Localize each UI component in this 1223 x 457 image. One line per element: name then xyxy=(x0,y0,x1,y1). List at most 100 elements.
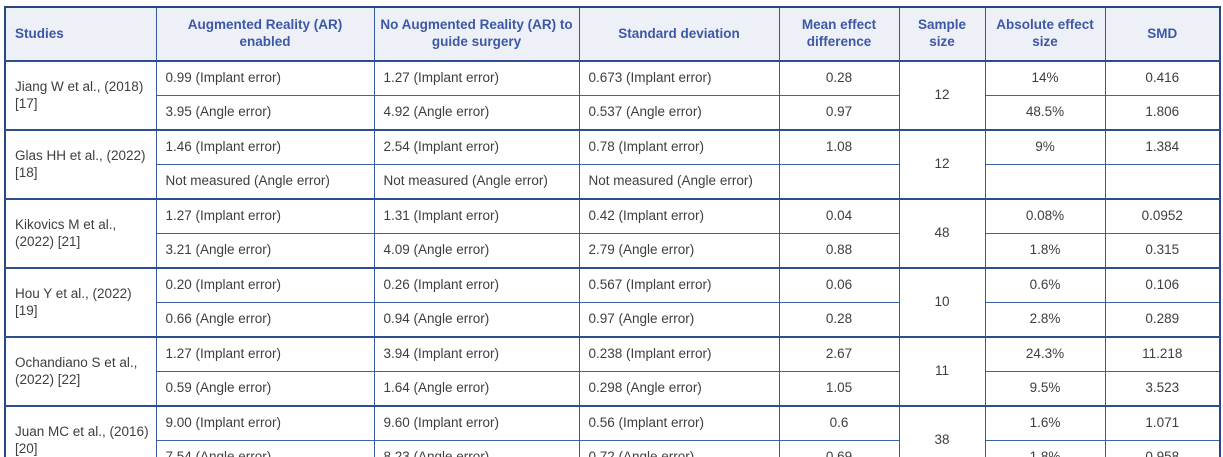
study-cell: Jiang W et al., (2018) [17] xyxy=(4,60,157,130)
sample-size-cell: 12 xyxy=(898,129,986,199)
standard-deviation-cell: 0.537 (Angle error) xyxy=(578,95,780,130)
table-row: 3.95 (Angle error) 4.92 (Angle error) 0.53… xyxy=(5,95,1221,130)
no-ar-value-cell: 9.60 (Implant error) xyxy=(373,405,580,441)
sample-size-cell: 10 xyxy=(898,267,986,337)
smd-cell: 1.384 xyxy=(1104,129,1221,165)
sample-size-cell: 38 xyxy=(898,405,986,457)
no-ar-value-cell: 2.54 (Implant error) xyxy=(373,129,580,165)
absolute-effect-size-cell: 2.8% xyxy=(984,302,1106,337)
mean-effect-difference-cell: 0.06 xyxy=(778,267,900,303)
ar-value-cell: 3.21 (Angle error) xyxy=(155,233,375,268)
ar-value-cell: 1.46 (Implant error) xyxy=(155,129,375,165)
no-ar-value-cell: 4.09 (Angle error) xyxy=(373,233,580,268)
ar-value-cell: 0.20 (Implant error) xyxy=(155,267,375,303)
ar-value-cell: Not measured (Angle error) xyxy=(155,164,375,199)
standard-deviation-cell: 2.79 (Angle error) xyxy=(578,233,780,268)
smd-cell: 1.806 xyxy=(1104,95,1221,130)
smd-cell: 11.218 xyxy=(1104,336,1221,372)
column-header-7: SMD xyxy=(1104,7,1221,62)
table-row: 7.54 (Angle error) 8.23 (Angle error) 0.72… xyxy=(5,440,1221,457)
absolute-effect-size-cell: 24.3% xyxy=(984,336,1106,372)
no-ar-value-cell: 0.94 (Angle error) xyxy=(373,302,580,337)
absolute-effect-size-cell: 1.8% xyxy=(984,233,1106,268)
table-row: Not measured (Angle error) Not measured (… xyxy=(5,164,1221,199)
standard-deviation-cell: 0.673 (Implant error) xyxy=(578,60,780,96)
mean-effect-difference-cell: 0.04 xyxy=(778,198,900,234)
column-header-6: Absolute effect size xyxy=(984,7,1106,62)
ar-value-cell: 0.99 (Implant error) xyxy=(155,60,375,96)
ar-value-cell: 0.66 (Angle error) xyxy=(155,302,375,337)
smd-cell: 0.416 xyxy=(1104,60,1221,96)
column-header-0: Studies xyxy=(4,7,157,62)
study-cell: Ochandiano S et al., (2022) [22] xyxy=(4,336,157,406)
mean-effect-difference-cell: 1.05 xyxy=(778,371,900,406)
table-row: Ochandiano S et al., (2022) [22] 1.27 (Im… xyxy=(4,336,1221,406)
standard-deviation-cell: 0.56 (Implant error) xyxy=(578,405,780,441)
no-ar-value-cell: 8.23 (Angle error) xyxy=(373,440,580,457)
smd-cell: 0.958 xyxy=(1104,440,1221,457)
no-ar-value-cell: 1.31 (Implant error) xyxy=(373,198,580,234)
mean-effect-difference-cell: 0.28 xyxy=(778,60,900,96)
mean-effect-difference-cell: 2.67 xyxy=(778,336,900,372)
column-header-2: No Augmented Reality (AR) to guide surge… xyxy=(373,7,580,62)
table-row: 3.21 (Angle error) 4.09 (Angle error) 2.79… xyxy=(5,233,1221,268)
sample-size-cell: 48 xyxy=(898,198,986,268)
absolute-effect-size-cell: 1.8% xyxy=(984,440,1106,457)
smd-cell: 3.523 xyxy=(1104,371,1221,406)
absolute-effect-size-cell: 9% xyxy=(984,129,1106,165)
table-row: 0.59 (Angle error) 1.64 (Angle error) 0.29… xyxy=(5,371,1221,406)
absolute-effect-size-cell: 48.5% xyxy=(984,95,1106,130)
absolute-effect-size-cell: 9.5% xyxy=(984,371,1106,406)
ar-value-cell: 3.95 (Angle error) xyxy=(155,95,375,130)
absolute-effect-size-cell: 14% xyxy=(984,60,1106,96)
ar-value-cell: 9.00 (Implant error) xyxy=(155,405,375,441)
study-cell: Kikovics M et al., (2022) [21] xyxy=(4,198,157,268)
sample-size-cell: 11 xyxy=(898,336,986,406)
smd-cell: 0.106 xyxy=(1104,267,1221,303)
mean-effect-difference-cell: 0.69 xyxy=(778,440,900,457)
standard-deviation-cell: 0.97 (Angle error) xyxy=(578,302,780,337)
standard-deviation-cell: 0.238 (Implant error) xyxy=(578,336,780,372)
mean-effect-difference-cell: 0.88 xyxy=(778,233,900,268)
no-ar-value-cell: 0.26 (Implant error) xyxy=(373,267,580,303)
mean-effect-difference-cell: 0.97 xyxy=(778,95,900,130)
no-ar-value-cell: 1.64 (Angle error) xyxy=(373,371,580,406)
standard-deviation-cell: Not measured (Angle error) xyxy=(578,164,780,199)
table-row: Jiang W et al., (2018) [17] 0.99 (Implant… xyxy=(4,60,1221,130)
standard-deviation-cell: 0.42 (Implant error) xyxy=(578,198,780,234)
absolute-effect-size-cell: 1.6% xyxy=(984,405,1106,441)
mean-effect-difference-cell: 0.28 xyxy=(778,302,900,337)
study-cell: Hou Y et al., (2022) [19] xyxy=(4,267,157,337)
smd-cell: 0.315 xyxy=(1104,233,1221,268)
absolute-effect-size-cell xyxy=(984,164,1106,199)
standard-deviation-cell: 0.298 (Angle error) xyxy=(578,371,780,406)
mean-effect-difference-cell: 1.08 xyxy=(778,129,900,165)
ar-value-cell: 1.27 (Implant error) xyxy=(155,198,375,234)
ar-value-cell: 1.27 (Implant error) xyxy=(155,336,375,372)
mean-effect-difference-cell: 0.6 xyxy=(778,405,900,441)
table-row: Juan MC et al., (2016) [20] 9.00 (Implant… xyxy=(4,405,1221,457)
standard-deviation-cell: 0.72 (Angle error) xyxy=(578,440,780,457)
table-row: Kikovics M et al., (2022) [21] 1.27 (Impl… xyxy=(4,198,1221,268)
comparison-table: Studies Augmented Reality (AR) enabled No … xyxy=(4,6,1221,457)
table-row: 0.66 (Angle error) 0.94 (Angle error) 0.97… xyxy=(5,302,1221,337)
study-cell: Juan MC et al., (2016) [20] xyxy=(4,405,157,457)
column-header-3: Standard deviation xyxy=(578,7,780,62)
column-header-4: Mean effect difference xyxy=(778,7,900,62)
table-row: Glas HH et al., (2022) [18] 1.46 (Implant… xyxy=(4,129,1221,199)
smd-cell: 0.0952 xyxy=(1104,198,1221,234)
no-ar-value-cell: 1.27 (Implant error) xyxy=(373,60,580,96)
no-ar-value-cell: 4.92 (Angle error) xyxy=(373,95,580,130)
mean-effect-difference-cell xyxy=(778,164,900,199)
smd-cell xyxy=(1104,164,1221,199)
table-row: Hou Y et al., (2022) [19] 0.20 (Implant e… xyxy=(4,267,1221,337)
ar-value-cell: 0.59 (Angle error) xyxy=(155,371,375,406)
no-ar-value-cell: Not measured (Angle error) xyxy=(373,164,580,199)
absolute-effect-size-cell: 0.6% xyxy=(984,267,1106,303)
smd-cell: 1.071 xyxy=(1104,405,1221,441)
table-header-row: Studies Augmented Reality (AR) enabled No … xyxy=(4,7,1221,62)
standard-deviation-cell: 0.567 (Implant error) xyxy=(578,267,780,303)
smd-cell: 0.289 xyxy=(1104,302,1221,337)
sample-size-cell: 12 xyxy=(898,60,986,130)
